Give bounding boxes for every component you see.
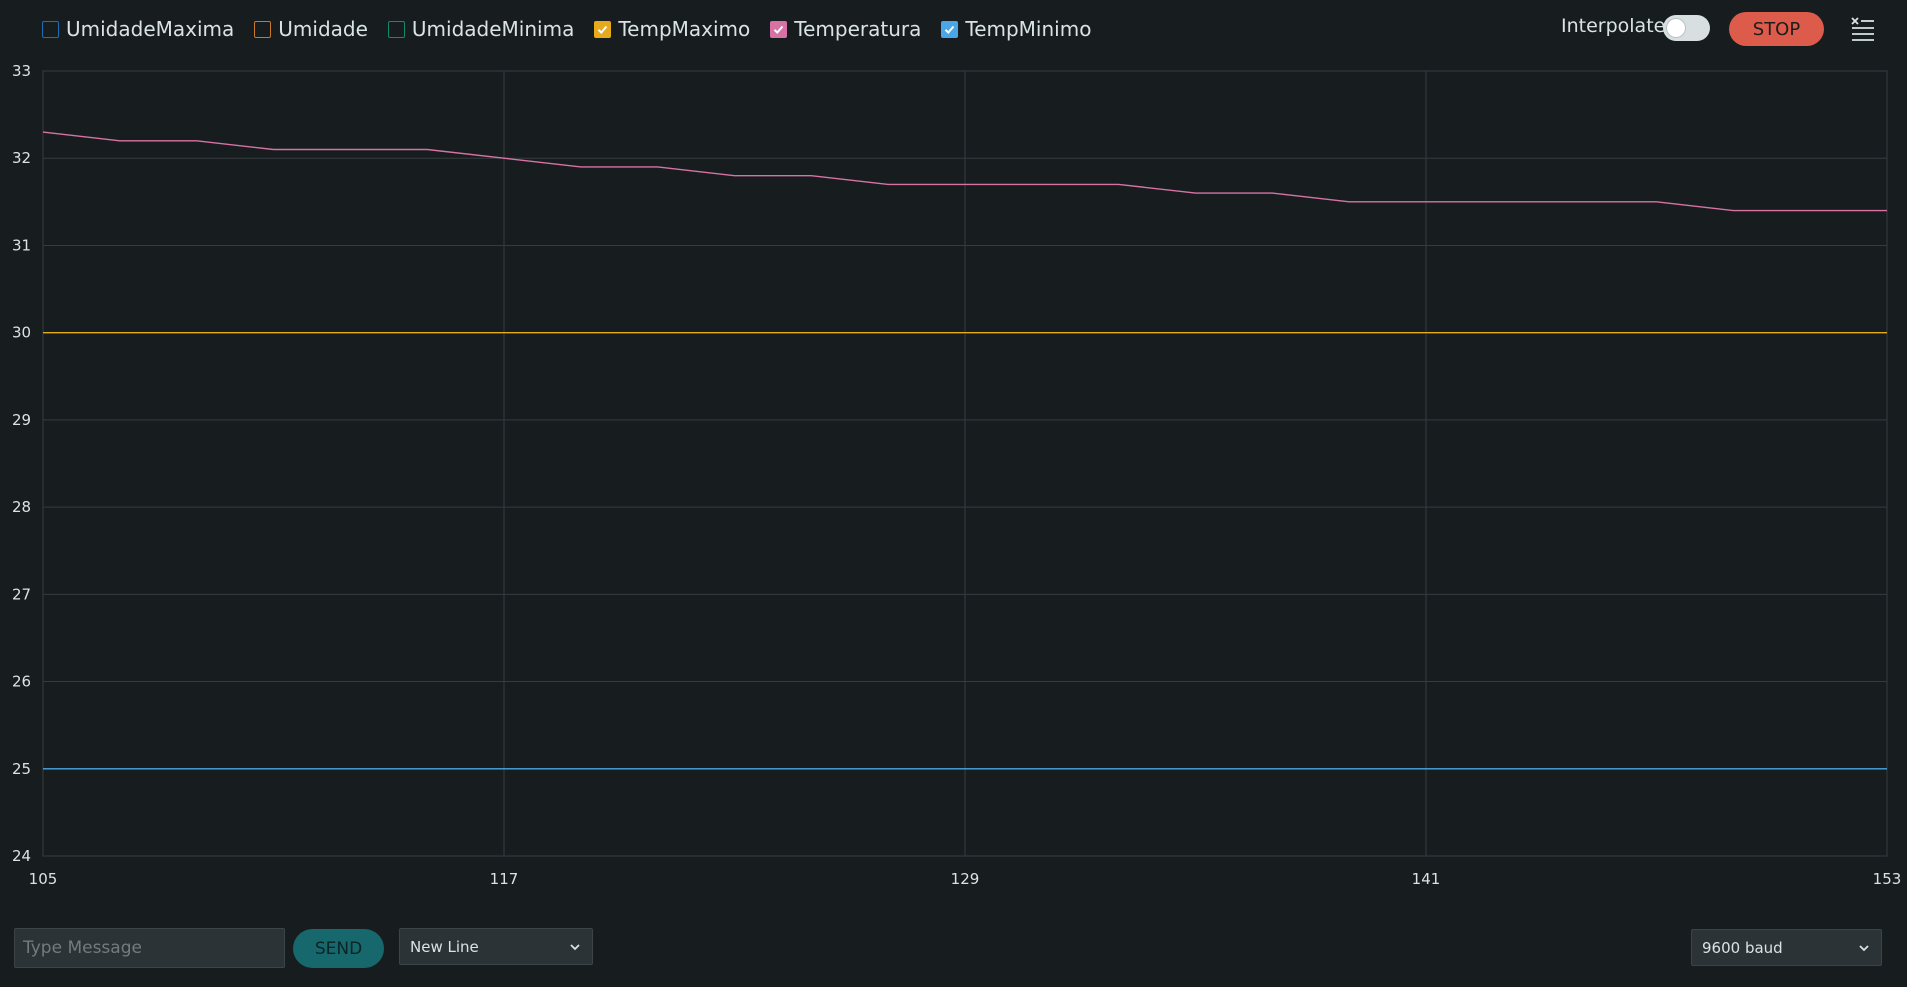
y-tick-label: 25 [12,760,31,778]
send-button[interactable]: SEND [293,929,384,968]
x-tick-label: 129 [951,870,980,888]
legend-item-temperatura[interactable]: Temperatura [770,17,921,41]
legend-item-umidademinima[interactable]: UmidadeMinima [387,17,575,41]
message-input[interactable] [14,928,285,968]
series-line-temperatura [42,131,1887,212]
line-ending-select[interactable]: New Line [399,928,593,965]
x-tick-label: 105 [29,870,58,888]
y-tick-label: 29 [12,411,31,429]
y-tick-label: 30 [12,324,31,342]
line-ending-value: New Line [410,937,479,956]
y-tick-label: 32 [12,149,31,167]
chevron-down-icon [1859,944,1869,951]
y-tick-label: 31 [12,236,31,254]
checkbox-icon[interactable] [387,20,405,38]
x-tick-label: 117 [490,870,519,888]
legend-label: Umidade [278,17,368,41]
stop-button[interactable]: STOP [1729,12,1824,46]
checkbox-checked-icon[interactable] [770,20,788,38]
plot-area: 24 25 26 27 28 29 30 31 32 33 105 117 129 141 153 [12,62,1902,888]
y-tick-label: 24 [12,847,31,865]
legend-label: TempMinimo [965,17,1092,41]
clear-list-icon[interactable] [1850,16,1876,42]
x-tick-label: 153 [1873,870,1902,888]
baud-rate-select[interactable]: 9600 baud [1691,929,1882,966]
baud-rate-value: 9600 baud [1702,938,1783,957]
y-tick-label: 26 [12,673,31,691]
legend-item-tempminimo[interactable]: TempMinimo [941,17,1091,41]
y-tick-label: 33 [12,62,31,80]
toggle-knob [1667,19,1685,37]
checkbox-icon[interactable] [254,20,272,38]
checkbox-checked-icon[interactable] [594,20,612,38]
y-tick-label: 28 [12,498,31,516]
legend-item-umidademaxima[interactable]: UmidadeMaxima [42,17,234,41]
legend-label: UmidadeMaxima [66,17,235,41]
checkbox-icon[interactable] [42,20,59,38]
x-tick-label: 141 [1412,870,1441,888]
interpolate-toggle[interactable] [1663,15,1710,41]
y-tick-label: 27 [12,585,31,603]
legend-label: Temperatura [794,17,922,41]
checkbox-checked-icon[interactable] [941,20,959,38]
legend: UmidadeMaxima Umidade UmidadeMinima TempMax… [42,13,1091,45]
legend-label: TempMaximo [618,17,751,41]
legend-item-tempmaximo[interactable]: TempMaximo [594,17,750,41]
legend-item-umidade[interactable]: Umidade [254,17,368,41]
legend-label: UmidadeMinima [411,17,575,41]
interpolate-label: Interpolate [1561,15,1666,37]
chevron-down-icon [570,943,580,950]
